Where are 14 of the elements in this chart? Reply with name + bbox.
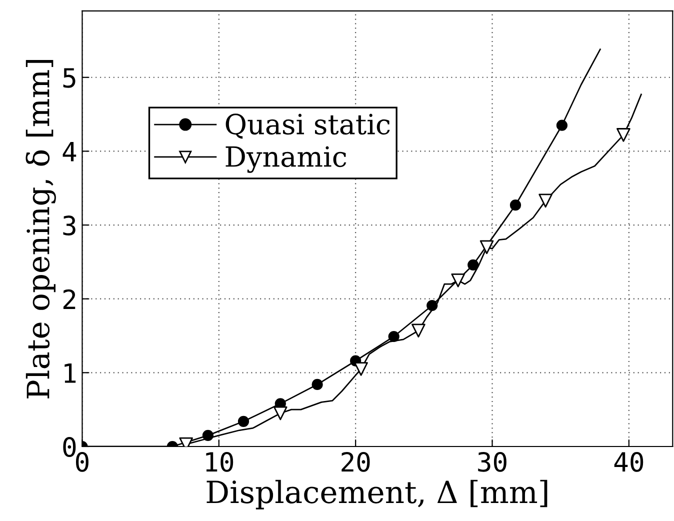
x-tick-label: 40 — [614, 452, 644, 472]
y-tick-label: 2 — [63, 289, 76, 309]
y-tick-label: 5 — [63, 68, 76, 88]
x-tick-label: 20 — [342, 452, 370, 472]
x-tick-label: 30 — [478, 452, 506, 472]
y-tick-label: 4 — [62, 142, 76, 162]
legend-label: Quasi static — [226, 114, 390, 139]
legend-label: Dynamic — [226, 146, 346, 173]
x-tick-label: 10 — [206, 452, 234, 472]
y-tick-label: 0 — [63, 437, 76, 457]
y-axis-title: Plate opening, δ [mm] — [26, 60, 56, 398]
x-axis-title: Displacement, Δ [mm] — [206, 480, 548, 510]
y-tick-label: 1 — [64, 364, 76, 383]
y-tick-label: 3 — [63, 216, 76, 236]
